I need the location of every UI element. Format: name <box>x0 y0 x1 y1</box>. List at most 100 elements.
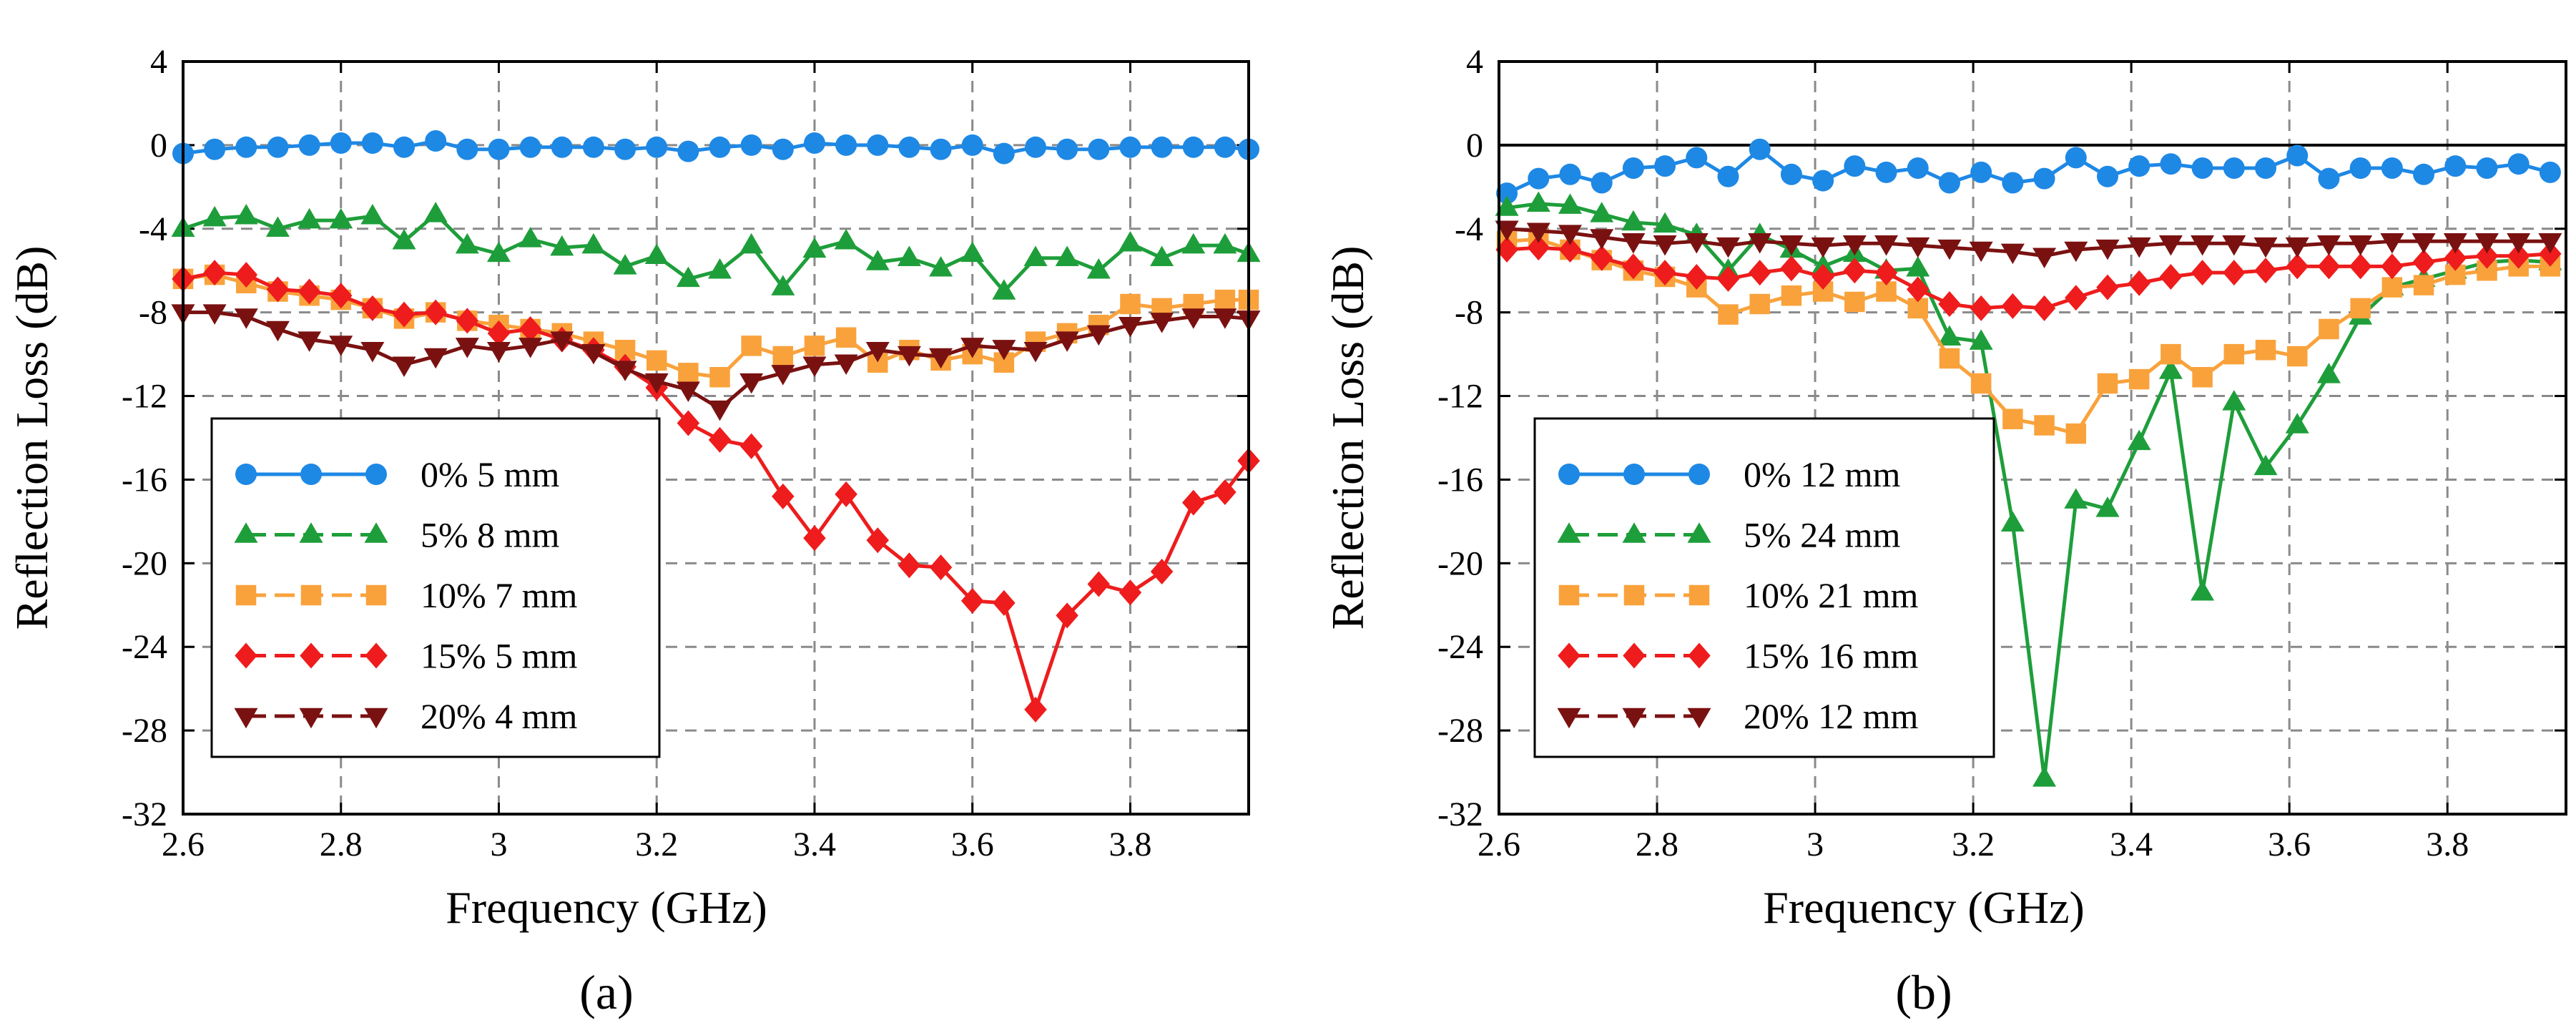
data-point <box>708 400 732 421</box>
data-point <box>204 138 226 160</box>
y-tick-label: -12 <box>1437 378 1483 416</box>
x-tick-label: 3.2 <box>1952 826 1995 863</box>
data-point <box>486 342 511 363</box>
data-point <box>2158 235 2183 256</box>
legend-marker <box>1558 464 1580 485</box>
data-point <box>423 202 448 222</box>
x-tick-label: 3 <box>1806 826 1824 863</box>
data-point <box>360 342 385 363</box>
data-point <box>2285 237 2309 258</box>
data-point <box>298 331 322 352</box>
data-point <box>1621 233 1646 254</box>
legend-label: 20% 12 mm <box>1744 696 1919 736</box>
legend-marker <box>1688 464 1710 485</box>
data-point <box>1937 325 1962 346</box>
data-point <box>424 299 447 325</box>
legend-marker <box>235 642 257 669</box>
data-point <box>677 410 700 436</box>
data-point <box>1842 235 1867 256</box>
data-point <box>2255 340 2276 361</box>
data-point <box>803 132 825 154</box>
data-point <box>1590 202 1614 222</box>
data-point <box>1590 229 1614 250</box>
data-point <box>2065 285 2088 311</box>
data-point <box>551 136 573 158</box>
data-point <box>1526 222 1550 243</box>
data-point <box>960 241 985 263</box>
data-point <box>1717 165 1739 187</box>
legend-marker <box>1688 642 1711 669</box>
data-point <box>234 308 258 329</box>
series-line <box>1506 147 2551 195</box>
data-point <box>613 361 637 381</box>
data-point <box>2349 235 2373 256</box>
data-point <box>2065 423 2087 444</box>
data-point <box>393 301 416 328</box>
plot-frame <box>182 60 1250 816</box>
chart-panel-a: 2.6 2.8 3 3.2 3.4 3.6 3.8 4 0 -4 -8 -12 -16 -20 -24 -28… <box>6 43 1261 1019</box>
data-point <box>2507 243 2530 269</box>
data-point <box>2002 408 2023 429</box>
data-point <box>929 256 953 277</box>
panel-label: (a) <box>579 965 633 1019</box>
data-point <box>2316 235 2341 256</box>
x-tick-label: 3.2 <box>635 826 678 863</box>
data-point <box>1087 571 1111 597</box>
y-tick-label: -8 <box>139 294 167 332</box>
data-point <box>646 350 667 371</box>
data-point <box>1970 161 1992 183</box>
data-point <box>644 243 669 265</box>
data-point <box>2477 260 2497 281</box>
data-point <box>2253 454 2278 476</box>
data-point <box>1654 155 1676 177</box>
data-point <box>2444 155 2467 177</box>
data-point <box>2444 245 2467 271</box>
data-point <box>1151 136 1173 158</box>
data-point <box>2286 346 2308 367</box>
data-point <box>772 483 795 509</box>
data-point <box>930 138 952 160</box>
data-point <box>265 216 290 238</box>
data-point <box>1844 291 1865 313</box>
data-point <box>298 207 322 229</box>
x-tick-label: 2.8 <box>320 826 363 863</box>
data-point <box>455 232 479 254</box>
legend-marker <box>1622 522 1646 543</box>
data-point <box>1214 136 1236 158</box>
data-point <box>2253 237 2278 258</box>
data-point <box>1874 235 1899 256</box>
y-tick-label: 0 <box>150 127 167 165</box>
legend-marker <box>234 522 258 543</box>
data-point <box>2095 239 2120 260</box>
data-point <box>1969 329 1993 350</box>
data-point <box>708 426 732 453</box>
data-point <box>2412 233 2436 254</box>
data-point <box>2128 270 2150 296</box>
y-tick-label: -16 <box>122 461 167 499</box>
data-point <box>1181 232 1206 254</box>
legend-marker <box>234 708 258 729</box>
data-point <box>1748 260 1771 286</box>
data-point <box>740 134 762 156</box>
data-point <box>423 348 448 369</box>
series-line <box>1506 245 2551 310</box>
data-point <box>1970 295 1992 321</box>
data-point <box>2128 155 2150 177</box>
data-point <box>2032 766 2057 787</box>
data-point <box>2160 343 2181 365</box>
data-point <box>392 356 416 377</box>
y-tick-label: 4 <box>1466 43 1483 81</box>
data-point <box>1622 157 1644 180</box>
data-point <box>1812 170 1834 192</box>
data-point <box>1653 212 1677 233</box>
data-point <box>2095 496 2120 517</box>
data-point <box>1213 232 1237 254</box>
data-point <box>646 136 668 158</box>
data-point <box>487 320 511 346</box>
data-point <box>1716 265 1740 292</box>
data-point <box>1528 167 1550 190</box>
data-point <box>929 348 953 369</box>
data-point <box>1811 263 1834 290</box>
legend-label: 0% 5 mm <box>421 454 560 494</box>
